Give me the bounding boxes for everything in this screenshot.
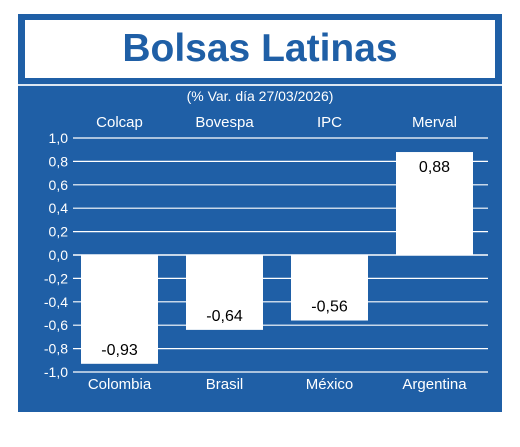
data-label: -0,56 bbox=[311, 299, 348, 316]
bar bbox=[81, 255, 158, 364]
y-tick-label: -0,4 bbox=[44, 294, 68, 310]
y-tick-label: 0,0 bbox=[49, 247, 69, 263]
y-tick-label: 1,0 bbox=[49, 130, 69, 146]
index-label: IPC bbox=[317, 114, 342, 131]
title-divider bbox=[18, 84, 502, 86]
index-label: Merval bbox=[412, 114, 457, 131]
chart-title: Bolsas Latinas bbox=[122, 27, 398, 70]
data-label: -0,64 bbox=[206, 308, 243, 325]
y-tick-label: 0,6 bbox=[49, 177, 69, 193]
x-tick-label: Argentina bbox=[402, 376, 467, 393]
chart-panel: Bolsas Latinas (% Var. día 27/03/2026) 1… bbox=[18, 14, 502, 412]
y-tick-label: -1,0 bbox=[44, 364, 68, 380]
x-tick-label: Brasil bbox=[206, 376, 244, 393]
index-label: Bovespa bbox=[195, 114, 254, 131]
bar bbox=[291, 255, 368, 321]
data-label: 0,88 bbox=[419, 159, 450, 176]
y-tick-label: -0,8 bbox=[44, 341, 68, 357]
y-tick-label: -0,2 bbox=[44, 270, 68, 286]
index-label: Colcap bbox=[96, 114, 143, 131]
bar-chart: 1,0 0,8 0,6 0,4 0,2 0,0 -0,2 -0,4 -0,6 -0,8 -1,0 -0… bbox=[44, 114, 488, 393]
chart-subtitle: (% Var. día 27/03/2026) bbox=[186, 88, 334, 104]
title-box: Bolsas Latinas bbox=[25, 20, 495, 78]
y-tick-label: 0,8 bbox=[49, 153, 69, 169]
x-tick-label: México bbox=[306, 376, 354, 393]
bar bbox=[186, 255, 263, 330]
x-tick-label: Colombia bbox=[88, 376, 152, 393]
y-tick-label: -0,6 bbox=[44, 317, 68, 333]
bar bbox=[396, 152, 473, 255]
y-tick-label: 0,2 bbox=[49, 224, 69, 240]
y-tick-label: 0,4 bbox=[49, 200, 69, 216]
data-label: -0,93 bbox=[101, 342, 138, 359]
